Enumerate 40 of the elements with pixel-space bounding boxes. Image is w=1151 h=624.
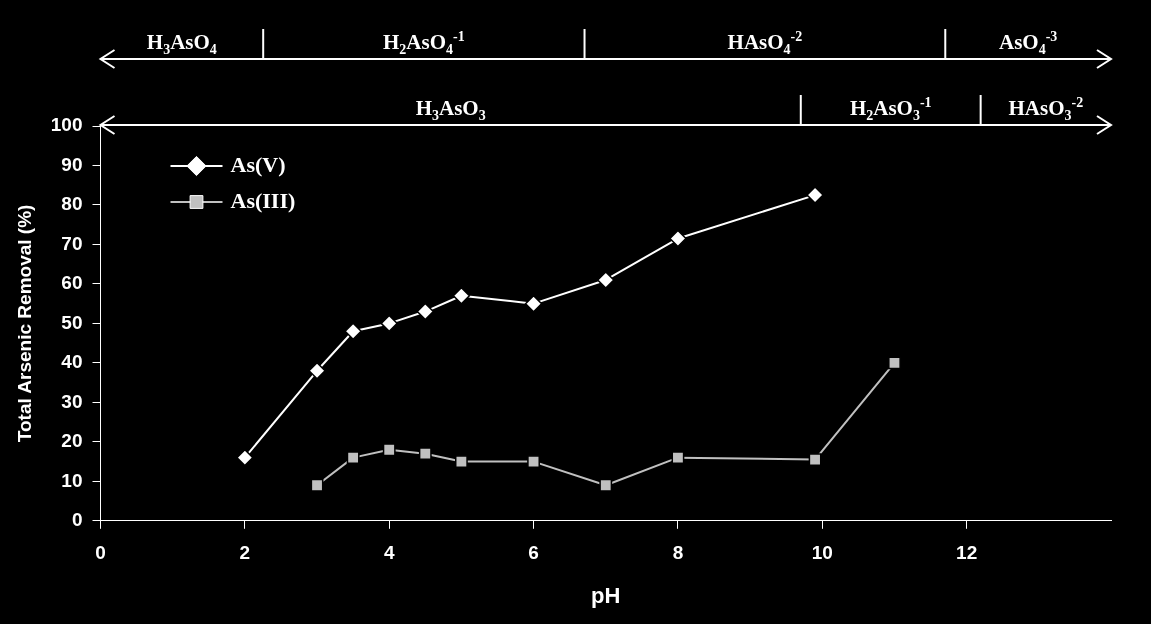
point — [452, 287, 471, 305]
y-tick-label: 0 — [71, 509, 83, 531]
y-tick-label: 20 — [61, 430, 83, 452]
y-axis-title: Total Arsenic Removal (%) — [13, 204, 35, 443]
y-tick-label: 70 — [61, 232, 83, 254]
point — [669, 229, 687, 248]
x-tick-label: 2 — [239, 542, 251, 564]
y-tick-label: 10 — [61, 469, 83, 491]
point — [806, 186, 824, 204]
point — [888, 356, 901, 370]
point — [671, 451, 685, 465]
x-tick-label: 8 — [672, 542, 684, 564]
x-tick-label: 0 — [95, 542, 106, 564]
y-tick-label: 80 — [61, 193, 83, 215]
point — [308, 362, 326, 380]
x-tick-label: 12 — [956, 542, 978, 564]
point — [454, 455, 468, 468]
point — [346, 451, 360, 465]
point — [382, 443, 396, 457]
x-tick-label: 10 — [811, 542, 833, 564]
point — [599, 478, 613, 492]
point — [808, 453, 822, 467]
point — [527, 455, 540, 468]
y-tick-label: 60 — [61, 272, 83, 294]
legend-label: As(III) — [230, 187, 296, 213]
y-tick-label: 50 — [61, 311, 83, 333]
point — [380, 314, 398, 333]
y-tick-label: 90 — [61, 153, 83, 175]
point — [344, 322, 362, 341]
y-tick-label: 40 — [61, 351, 83, 373]
point — [310, 478, 324, 492]
point — [597, 271, 615, 289]
x-axis-title: pH — [591, 582, 621, 608]
legend-label: As(V) — [230, 151, 286, 177]
x-tick-label: 6 — [528, 542, 539, 564]
y-tick-label: 30 — [61, 390, 83, 412]
x-tick-label: 4 — [383, 542, 395, 564]
point — [416, 302, 435, 321]
y-tick-label: 100 — [50, 114, 83, 136]
point — [418, 447, 432, 461]
